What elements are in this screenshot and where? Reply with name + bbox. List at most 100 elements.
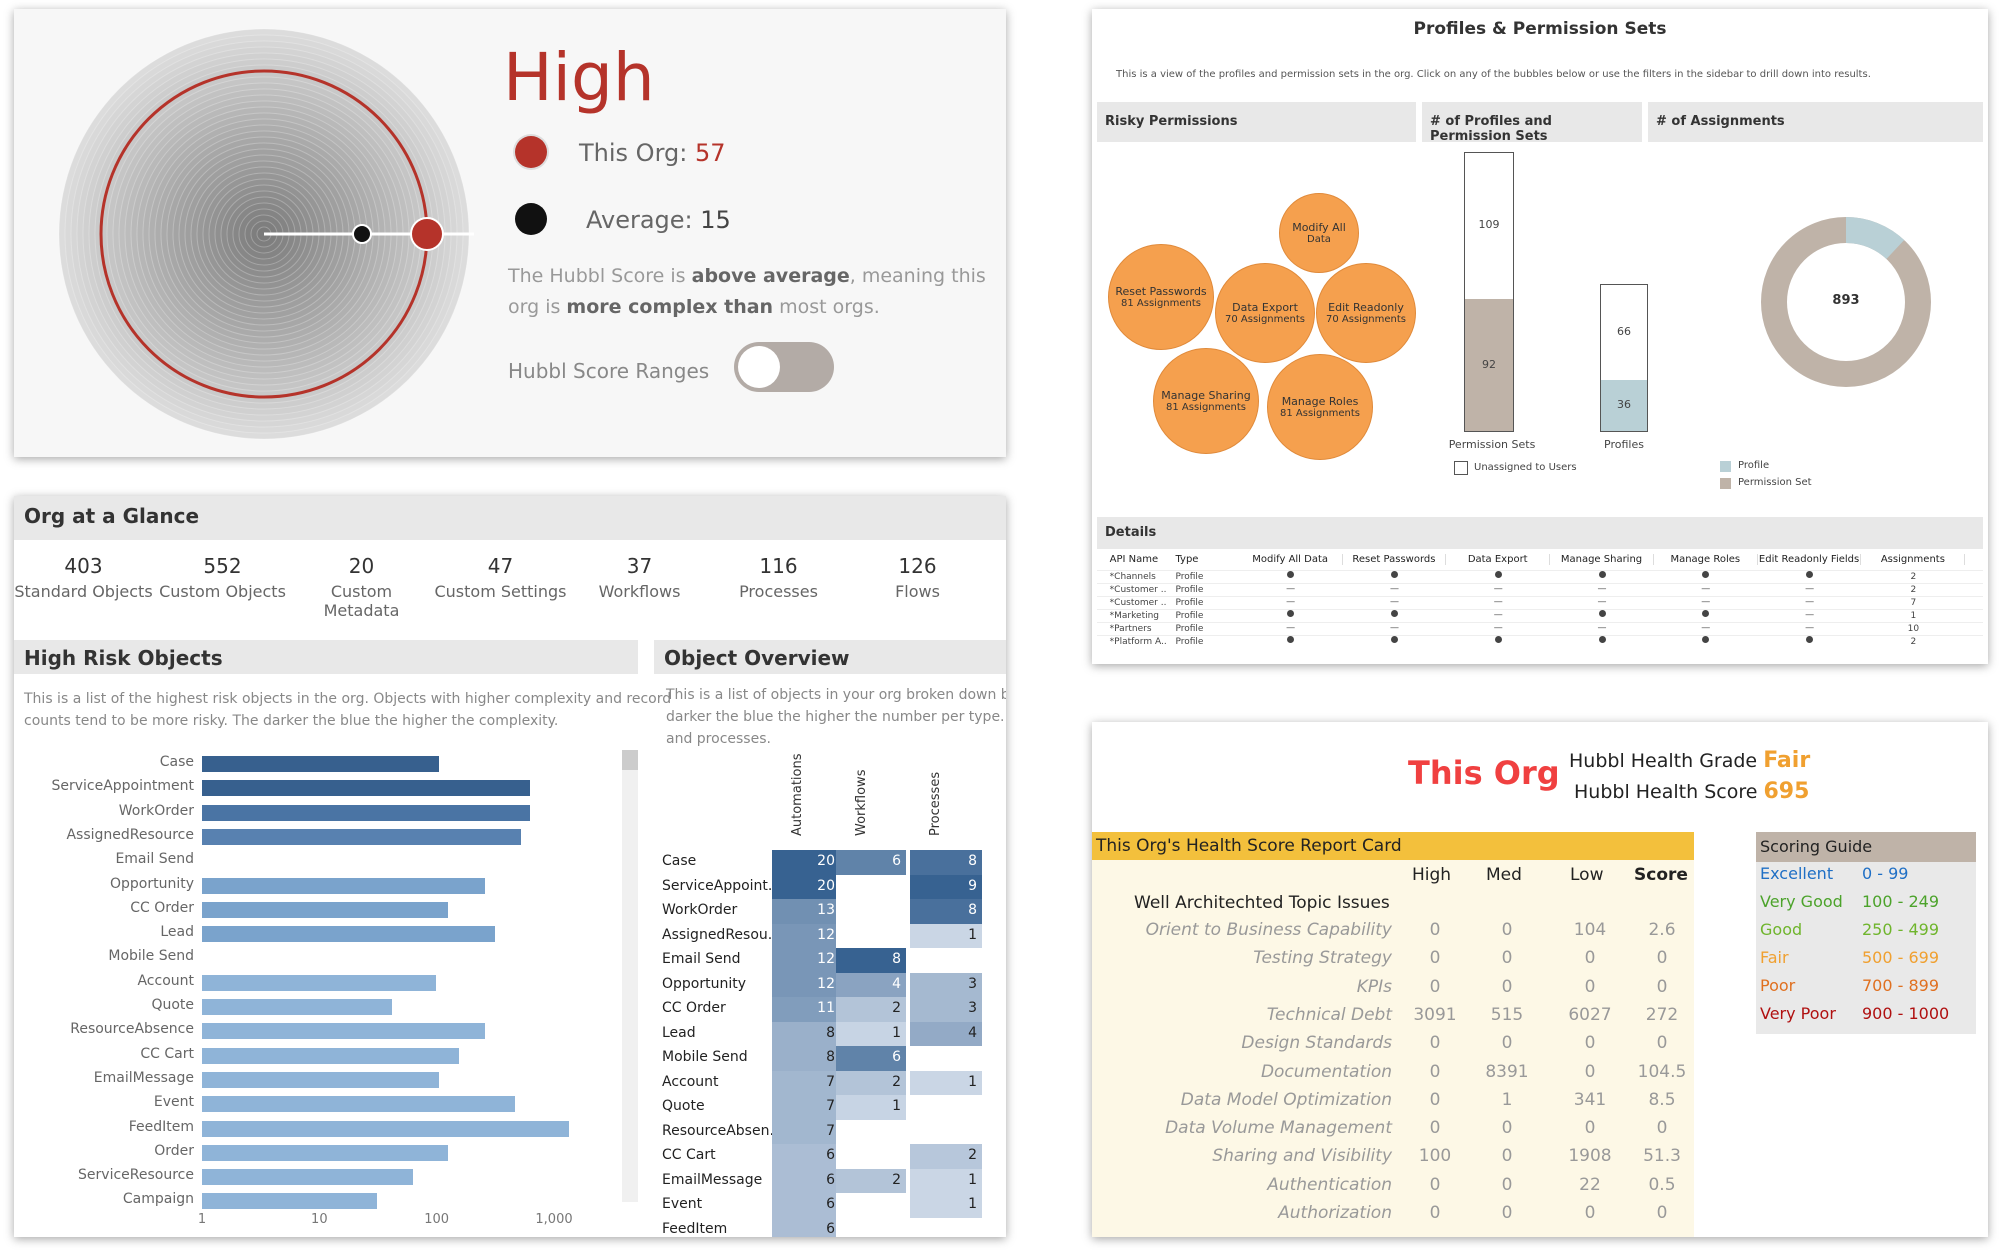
overview-cell[interactable]: 6 — [772, 1217, 840, 1237]
bar-label: CC Cart — [140, 1045, 194, 1062]
health-value: 104.5 — [1637, 1061, 1687, 1082]
overview-cell[interactable]: 3 — [910, 997, 982, 1022]
overview-cell[interactable]: 12 — [772, 948, 840, 973]
details-cell — [1758, 636, 1862, 646]
overview-cell[interactable] — [836, 874, 906, 899]
overview-cell[interactable]: 20 — [772, 874, 840, 899]
bar[interactable] — [202, 1144, 448, 1161]
health-score-label: Hubbl Health Score 695 — [1574, 779, 1810, 804]
glance-stat-label: Processes — [739, 582, 818, 601]
bar[interactable] — [202, 901, 448, 918]
overview-cell[interactable]: 7 — [772, 1070, 840, 1095]
bar[interactable] — [202, 1169, 413, 1186]
glance-stat: 47 Custom Settings — [431, 554, 570, 601]
overview-cell[interactable]: 2 — [836, 1168, 906, 1193]
bar[interactable] — [202, 828, 521, 845]
permission-bubble[interactable]: Reset Passwords 81 Assignments — [1108, 244, 1214, 350]
permission-bubble[interactable]: Edit Readonly 70 Assignments — [1316, 263, 1416, 363]
bar[interactable] — [202, 1193, 378, 1210]
overview-cell[interactable]: 1 — [910, 923, 982, 948]
overview-cell[interactable]: 2 — [836, 1070, 906, 1095]
scroll-thumb[interactable] — [622, 750, 638, 770]
overview-cell[interactable]: 8 — [836, 948, 906, 973]
permission-bubble[interactable]: Modify All Data — [1279, 193, 1359, 273]
bar[interactable] — [202, 804, 530, 821]
overview-cell[interactable]: 9 — [910, 874, 982, 899]
overview-cell[interactable]: 2 — [836, 997, 906, 1022]
profiles-bar[interactable]: 66 36 — [1600, 284, 1648, 432]
permission-bubble[interactable]: Manage Roles 81 Assignments — [1267, 354, 1373, 460]
perm-sets-assigned — [1465, 299, 1513, 431]
overview-cell[interactable]: 2 — [910, 1144, 982, 1169]
overview-cell[interactable] — [910, 1217, 982, 1237]
overview-cell[interactable]: 1 — [910, 1168, 982, 1193]
check-dot — [1287, 571, 1295, 578]
details-assignments: 7 — [1910, 598, 1917, 608]
health-value: 0 — [1656, 1203, 1668, 1223]
permission-bubble[interactable]: Data Export 70 Assignments — [1215, 263, 1315, 363]
overview-cell[interactable] — [836, 1119, 906, 1144]
overview-cell[interactable]: 6 — [772, 1193, 840, 1218]
overview-cell[interactable] — [836, 1193, 906, 1218]
overview-cell[interactable]: 4 — [836, 972, 906, 997]
overview-cell[interactable]: 1 — [910, 1070, 982, 1095]
bar[interactable] — [202, 1096, 516, 1113]
health-topic: Data Volume Management — [1165, 1118, 1392, 1139]
overview-cell[interactable]: 6 — [772, 1168, 840, 1193]
overview-row-name: Email Send — [662, 951, 741, 967]
overview-cell[interactable] — [910, 1119, 982, 1144]
overview-cell[interactable]: 8 — [910, 899, 982, 924]
x-tick-label: 1,000 — [535, 1212, 573, 1227]
overview-cell[interactable] — [836, 923, 906, 948]
overview-cell[interactable]: 8 — [910, 850, 982, 875]
glance-stat: 116 Processes — [709, 554, 848, 601]
overview-cell[interactable]: 1 — [836, 1095, 906, 1120]
overview-cell[interactable]: 4 — [910, 1021, 982, 1046]
overview-cell[interactable]: 12 — [772, 923, 840, 948]
overview-cell[interactable]: 1 — [836, 1021, 906, 1046]
high-risk-chart: Case ServiceAppointment WorkOrder AssignedR… — [14, 746, 638, 1212]
overview-cell[interactable]: 6 — [836, 850, 906, 875]
permission-bubble[interactable]: Manage Sharing 81 Assignments — [1153, 348, 1259, 454]
overview-cell[interactable] — [910, 948, 982, 973]
overview-cell[interactable] — [836, 1217, 906, 1237]
perm-sets-unassigned — [1465, 153, 1513, 299]
check-dot — [1287, 636, 1295, 643]
ranges-toggle[interactable] — [734, 342, 834, 392]
high-risk-scrollbar[interactable] — [622, 750, 638, 1202]
overview-cell[interactable] — [836, 899, 906, 924]
overview-cell[interactable]: 1 — [910, 1193, 982, 1218]
overview-cell[interactable]: 6 — [836, 1046, 906, 1071]
bar[interactable] — [202, 1071, 439, 1088]
perm-sets-bar[interactable]: 109 92 — [1464, 152, 1514, 432]
bar[interactable] — [202, 877, 486, 894]
bar[interactable] — [202, 974, 437, 991]
overview-cell[interactable]: 20 — [772, 850, 840, 875]
overview-cell[interactable] — [910, 1046, 982, 1071]
overview-cell[interactable]: 8 — [772, 1021, 840, 1046]
bar[interactable] — [202, 780, 530, 797]
overview-cell[interactable]: 3 — [910, 972, 982, 997]
overview-cell[interactable]: 13 — [772, 899, 840, 924]
overview-cell[interactable]: 6 — [772, 1144, 840, 1169]
x-tick-label: 1 — [197, 1212, 207, 1227]
overview-cell[interactable]: 8 — [772, 1046, 840, 1071]
assignments-donut[interactable] — [1756, 212, 1936, 392]
overview-cell[interactable] — [910, 1095, 982, 1120]
overview-cell[interactable]: 12 — [772, 972, 840, 997]
bar[interactable] — [202, 756, 439, 772]
col-med: Med — [1486, 865, 1522, 885]
bar[interactable] — [202, 1120, 570, 1137]
details-type: Profile — [1175, 624, 1204, 634]
overview-cell[interactable]: 11 — [772, 997, 840, 1022]
high-risk-title: High Risk Objects — [14, 640, 638, 674]
bar[interactable] — [202, 999, 392, 1015]
bar[interactable] — [202, 926, 495, 943]
unassigned-checkbox[interactable] — [1454, 461, 1468, 475]
bar[interactable] — [202, 1023, 486, 1040]
overview-cell[interactable]: 7 — [772, 1095, 840, 1120]
overview-cell[interactable] — [836, 1144, 906, 1169]
overview-cell[interactable]: 7 — [772, 1119, 840, 1144]
bar[interactable] — [202, 1047, 460, 1064]
details-cell: — — [1493, 623, 1503, 633]
